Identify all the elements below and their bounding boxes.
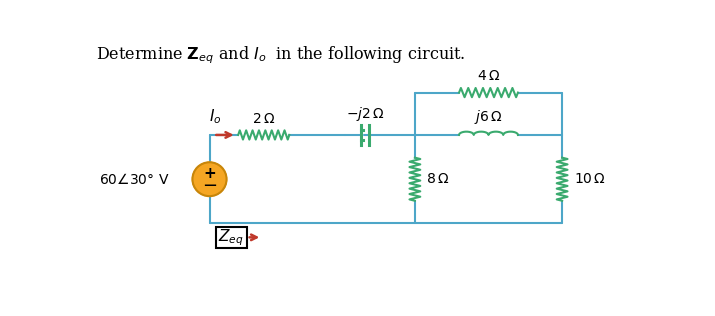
Text: $j6\,\Omega$: $j6\,\Omega$ xyxy=(474,108,503,126)
Text: $I_o$: $I_o$ xyxy=(209,108,221,126)
Bar xyxy=(216,227,247,248)
Text: $Z_{eq}$: $Z_{eq}$ xyxy=(218,227,244,248)
Text: Determine $\mathbf{Z}_{eq}$ and $I_o$  in the following circuit.: Determine $\mathbf{Z}_{eq}$ and $I_o$ in… xyxy=(96,44,465,66)
Text: +: + xyxy=(203,166,216,180)
Text: $8\,\Omega$: $8\,\Omega$ xyxy=(427,172,450,186)
Text: $2\,\Omega$: $2\,\Omega$ xyxy=(252,112,275,126)
Text: $4\,\Omega$: $4\,\Omega$ xyxy=(477,69,500,82)
Text: $10\,\Omega$: $10\,\Omega$ xyxy=(573,172,606,186)
Text: $60\angle30°$ V: $60\angle30°$ V xyxy=(99,172,169,187)
Circle shape xyxy=(192,162,227,196)
Text: −: − xyxy=(202,177,217,195)
Text: $-j2\,\Omega$: $-j2\,\Omega$ xyxy=(346,105,385,123)
